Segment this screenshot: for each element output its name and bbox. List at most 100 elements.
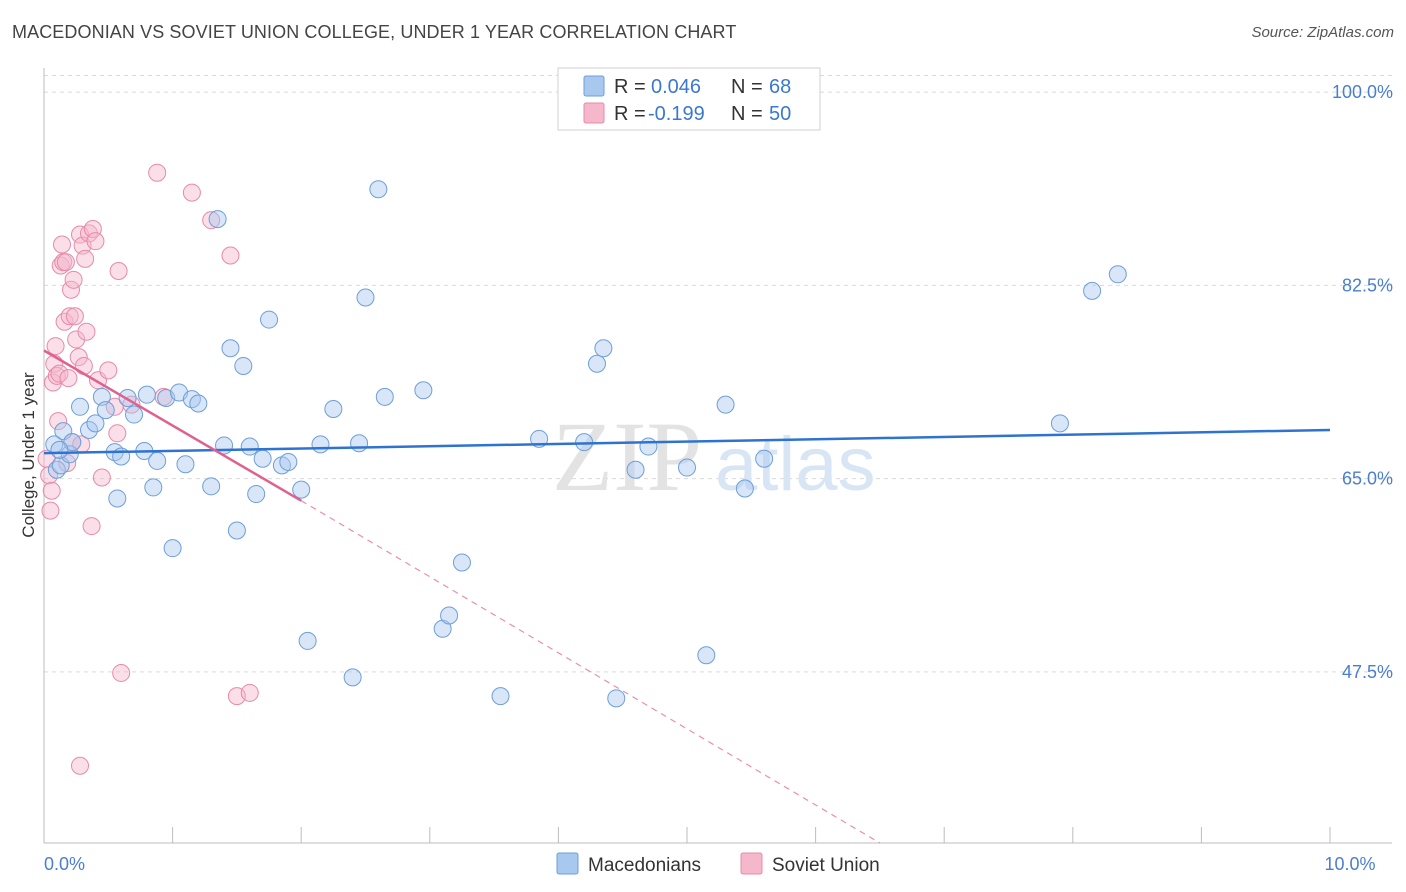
macedonians-point (260, 310, 279, 329)
macedonians-point (86, 414, 105, 433)
macedonians-point (125, 405, 144, 424)
bottom-legend-swatch-soviet-union (740, 852, 763, 875)
macedonians-point (298, 631, 317, 650)
bottom-legend: Macedonians Soviet Union (556, 852, 880, 876)
macedonians-point (716, 395, 735, 414)
soviet-union-point (64, 270, 83, 289)
soviet-union-point (112, 663, 131, 682)
trend-lines (43, 349, 1331, 844)
macedonians-point (1108, 265, 1127, 284)
macedonians-point (343, 668, 362, 687)
macedonians-point (587, 354, 606, 373)
macedonians-point (375, 387, 394, 406)
soviet-union-point (74, 356, 93, 375)
macedonians-point (189, 394, 208, 413)
soviet-union-point (86, 232, 105, 251)
soviet-union-point (50, 364, 69, 383)
macedonians-point (92, 387, 111, 406)
soviet-union-point (71, 756, 90, 775)
watermark-atlas: atlas (715, 422, 876, 507)
soviet-union-point (56, 253, 75, 272)
soviet-union-point (77, 322, 96, 341)
soviet-union-trend-line (43, 349, 302, 502)
y-axis-title: College, Under 1 year (19, 372, 38, 538)
macedonians-point (1050, 414, 1069, 433)
y-tick-label: 65.0% (1342, 469, 1393, 489)
soviet-union-point (76, 249, 95, 268)
axes (43, 68, 1392, 844)
macedonians-point (202, 477, 221, 496)
soviet-union-point (42, 481, 61, 500)
watermark-zip: ZIP (552, 401, 702, 512)
macedonians-point (697, 646, 716, 665)
macedonians-point (163, 539, 182, 558)
macedonians-point (356, 288, 375, 307)
legend-swatch-macedonians (583, 75, 605, 97)
soviet-union-point (41, 501, 60, 520)
macedonians-point (176, 455, 195, 474)
macedonians-point (108, 489, 127, 508)
macedonians-point (678, 458, 696, 477)
x-tick-label: 10.0% (1324, 854, 1375, 874)
macedonians-trend-line (43, 428, 1331, 455)
soviet-union-point (47, 366, 66, 385)
soviet-union-point (202, 211, 221, 230)
soviet-union-point (92, 468, 111, 487)
source-credit: Source: ZipAtlas.com (1251, 24, 1394, 41)
macedonians-point (440, 606, 459, 625)
macedonians-point (735, 479, 754, 498)
macedonians-point (491, 687, 510, 706)
macedonians-point (96, 401, 115, 420)
soviet-union-points (37, 163, 259, 775)
legend-r-label: R = (614, 103, 646, 125)
macedonians-point (227, 521, 246, 540)
soviet-union-point (65, 307, 84, 326)
soviet-union-point (182, 183, 201, 202)
macedonians-point (240, 437, 259, 456)
legend-n-label: N = (731, 103, 763, 125)
macedonians-point (414, 381, 433, 400)
legend-r-value: -0.199 (648, 103, 705, 125)
macedonians-point (639, 437, 658, 456)
macedonians-point (350, 434, 369, 453)
macedonians-point (208, 210, 227, 229)
macedonians-point (594, 339, 613, 358)
y-tick-label: 100.0% (1332, 82, 1393, 102)
macedonians-point (50, 440, 69, 459)
macedonians-point (1083, 281, 1102, 300)
macedonians-point (148, 451, 167, 470)
macedonians-point (279, 453, 298, 472)
macedonians-point (292, 480, 311, 499)
legend-n-value: 68 (769, 76, 791, 98)
macedonians-point (71, 397, 90, 416)
soviet-union-point (240, 683, 259, 702)
soviet-union-point (221, 246, 240, 265)
soviet-union-point (82, 517, 101, 536)
macedonians-point (144, 478, 163, 497)
macedonians-point (607, 689, 626, 708)
legend-r-label: R = (614, 76, 646, 98)
macedonians-point (247, 485, 266, 504)
soviet-union-point (148, 163, 167, 182)
soviet-union-trend-extension (300, 500, 881, 844)
macedonians-point (137, 385, 156, 404)
macedonians-point (324, 400, 343, 419)
bottom-legend-label-soviet-union: Soviet Union (772, 855, 880, 876)
soviet-union-point (53, 235, 72, 254)
soviet-union-point (55, 312, 74, 331)
soviet-union-point (59, 369, 78, 388)
macedonians-point (80, 420, 99, 439)
macedonians-point (253, 449, 272, 468)
soviet-union-point (67, 330, 86, 349)
tick-labels: 100.0% 82.5% 65.0% 47.5% 0.0% 10.0% (44, 82, 1393, 874)
macedonians-point (626, 460, 645, 479)
soviet-union-point (51, 256, 70, 275)
y-tick-label: 47.5% (1342, 662, 1393, 682)
macedonians-point (755, 449, 774, 468)
bottom-legend-label-macedonians: Macedonians (588, 855, 701, 876)
soviet-union-point (60, 307, 79, 326)
legend-n-value: 50 (769, 103, 791, 125)
soviet-union-point (49, 412, 68, 431)
legend-box: R = 0.046 N = 68 R = -0.199 N = 50 (557, 67, 821, 131)
